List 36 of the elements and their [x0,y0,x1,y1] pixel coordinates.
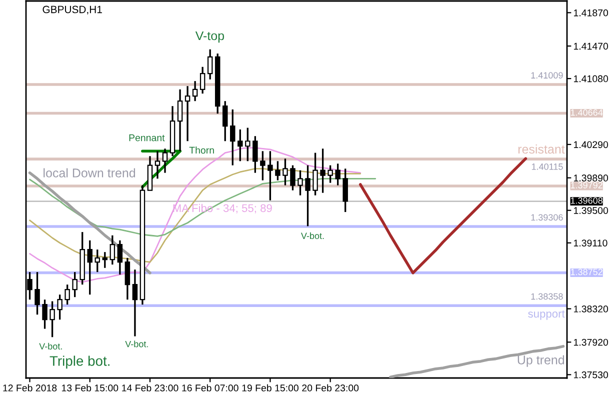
x-tick-label: 14 Feb 23:00 [122,384,178,392]
x-tick-label: 19 Feb 15:00 [242,384,298,392]
ref-line-label: 1.39792 [570,182,602,188]
x-tick-label: 20 Feb 23:00 [302,384,359,392]
x-tick-label: 16 Feb 07:00 [182,384,238,392]
y-tick-label: 1.40290 [574,141,608,148]
ref-line-label: 1.39306 [531,214,563,221]
annotation: support [528,310,565,320]
y-tick-label: 1.37530 [574,371,608,378]
ref-line-label: 1.38358 [531,293,563,300]
x-tick-label: 13 Feb 15:00 [62,384,118,392]
chart-title: GBPUSD,H1 [42,6,102,14]
annotation: Pennant [129,134,165,142]
y-tick-label: 1.41870 [574,9,608,16]
y-tick-label: 1.41080 [574,75,608,82]
y-tick-label: 1.38320 [574,306,608,312]
annotation: Thorn [189,146,214,154]
annotation: V-bot. [39,342,62,350]
x-tick-label: 12 Feb 2018 [3,384,57,392]
ref-line-label: 1.39608 [570,197,602,204]
annotation: Up trend [518,355,564,367]
ref-line-label: 1.40664 [570,109,603,116]
y-tick-label: 1.39110 [574,240,608,246]
ref-line-label: 1.38752 [570,268,602,276]
y-tick-label: 1.39500 [574,207,608,214]
y-tick-label: 1.37920 [574,338,608,346]
annotation: V-top [195,31,224,43]
annotation: V-bot. [300,232,324,240]
annotation: local Down trend [44,168,136,178]
ref-line-label: 1.40115 [532,163,563,170]
ref-line-label: 1.41009 [531,72,563,79]
y-tick-label: 1.39890 [574,174,608,182]
annotation: V-bot. [125,340,148,348]
annotation: resistant [518,144,565,154]
annotation: Triple bot. [50,356,110,369]
y-tick-label: 1.41470 [574,42,608,50]
